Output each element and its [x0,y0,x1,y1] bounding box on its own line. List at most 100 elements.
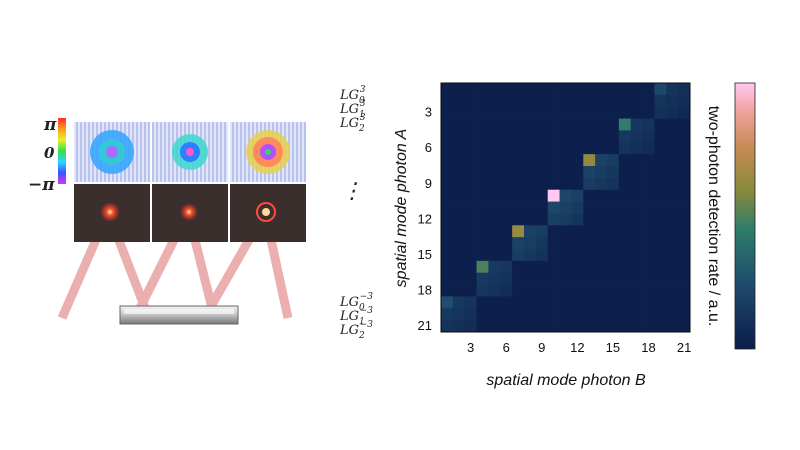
heatmap-cell [441,201,454,214]
heatmap-cell [512,189,525,202]
heatmap-cell [441,213,454,226]
heatmap-cell [583,284,596,297]
heatmap-cell [464,118,477,131]
heatmap-cell [464,249,477,262]
heatmap-cell [512,225,525,238]
heatmap-cell [630,284,643,297]
heatmap-cell [583,225,596,238]
hologram-panel-1 [74,122,150,182]
heatmap-cell [654,272,667,285]
heatmap-cell [488,166,501,179]
heatmap-cell [464,142,477,155]
heatmap-cell [630,237,643,250]
heatmap-cell [607,213,620,226]
heatmap-cell [607,260,620,274]
heatmap-cell [559,189,572,202]
heatmap-cell [441,225,454,238]
heatmap-cell [547,284,560,297]
heatmap-cell [441,130,454,143]
heatmap-cell [595,260,608,274]
mode-label-bottom-1: LG1−3 [339,306,373,327]
heatmap-cell [666,154,679,167]
heatmap-cell [583,166,596,179]
heatmap-cell [618,177,632,191]
heatmap-cell [500,296,513,309]
heatmap-cell [535,142,549,155]
heatmap-cell [547,249,560,262]
heatmap-cell [583,213,596,226]
heatmap-cell [500,177,513,191]
heatmap-cell [488,272,501,285]
heatmap-cell [512,94,525,108]
heatmap-cell [535,225,549,238]
heatmap-cell [654,201,667,214]
heatmap-cell [618,154,632,167]
heatmap-cell [630,94,643,108]
heatmap-cell [464,308,477,321]
heatmap-cell [476,154,489,167]
heatmap-cell [666,166,679,179]
heatmap-cell [595,189,608,202]
heatmap-cell [571,177,584,191]
heatmap-cell [547,237,560,250]
y-tick-label: 3 [425,105,432,120]
heatmap-cell [642,260,655,274]
heatmap-cell [607,166,620,179]
heatmap-cell [654,94,667,108]
colorbar: two-photon detection rate / a.u. [705,82,756,350]
heatmap-cell [678,201,691,214]
heatmap-cell [476,213,489,226]
heatmap-cell [500,213,513,226]
heatmap-cell [524,225,537,238]
intensity-row [74,184,306,242]
heatmap-cell [595,118,608,131]
heatmap-cell [464,166,477,179]
heatmap-cell [488,106,501,119]
heatmap-cell [571,260,584,274]
heatmap-cell [630,272,643,285]
heatmap-cell [595,166,608,179]
heatmap-cell [583,260,596,274]
heatmap-cell [512,83,525,96]
heatmap-cell [476,83,489,96]
x-tick-label: 6 [503,340,510,355]
heatmap-cell [666,237,679,250]
heatmap-cell [630,213,643,226]
colorbar-label: two-photon detection rate / a.u. [705,106,722,327]
heatmap-cell [571,320,584,333]
mode-ellipsis: ⋮ [341,179,363,204]
heatmap-cell [571,142,584,155]
heatmap-cell [452,260,466,274]
heatmap-cell [464,94,477,108]
heatmap-chart: 3 6 9 12 15 18 21 3 6 9 12 15 18 21 spatial mode pho… [393,82,691,389]
heatmap-cell [654,308,667,321]
heatmap-cell [452,308,466,321]
heatmap-cell [618,83,632,96]
heatmap-cell [452,213,466,226]
heatmap-cell [678,272,691,285]
heatmap-cell [666,94,679,108]
heatmap-cell [441,272,454,285]
heatmap-cell [524,177,537,191]
heatmap-cell [547,118,560,131]
heatmap-cell [654,249,667,262]
heatmap-cell [607,237,620,250]
heatmap-cell [571,237,584,250]
heatmap-cell [666,225,679,238]
heatmap-cell [571,106,584,119]
heatmap-cell [512,284,525,297]
heatmap-cell [488,177,501,191]
heatmap-cell [666,249,679,262]
heatmap-cell [476,237,489,250]
heatmap-cell [535,166,549,179]
heatmap-cell [452,320,466,333]
heatmap-cell [452,177,466,191]
heatmap-cell [630,201,643,214]
heatmap-cell [595,83,608,96]
heatmap-cell [595,237,608,250]
heatmap-cell [524,237,537,250]
y-tick-label: 6 [425,140,432,155]
heatmap-cell [441,308,454,321]
